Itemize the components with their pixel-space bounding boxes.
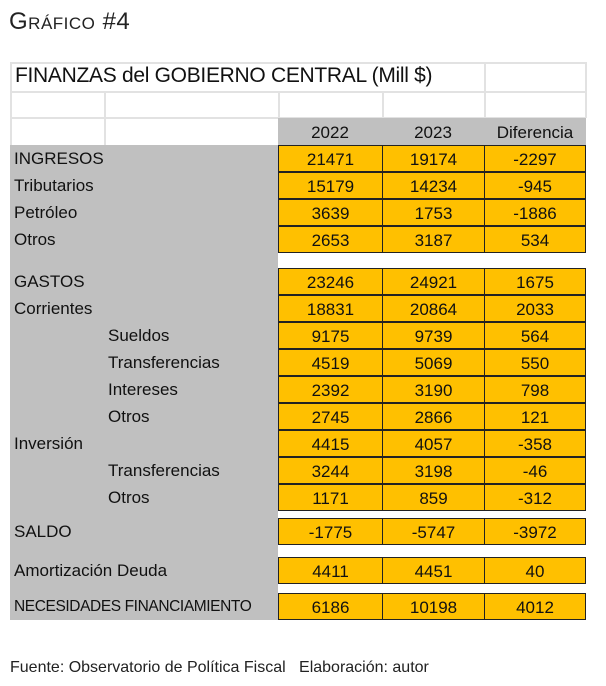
row-label: Sueldos (108, 326, 170, 345)
value-cell: 564 (484, 322, 586, 349)
value-cell: 19174 (382, 145, 485, 172)
figure-heading: GRÁFICO #4 (9, 8, 130, 36)
value-cell: 21471 (278, 145, 383, 172)
value-cell: 3190 (382, 376, 485, 403)
value-cell: 9175 (278, 322, 383, 349)
value-cell: -312 (484, 484, 586, 511)
row-label: Otros (108, 407, 150, 426)
value-cell: 14234 (382, 172, 485, 199)
row-label: Inversión (14, 434, 83, 453)
column-header-diferencia: Diferencia (496, 123, 574, 142)
table-row: Inversión 4415 4057 -358 (10, 430, 586, 457)
value-cell: 5069 (382, 349, 485, 376)
value-cell: 3198 (382, 457, 485, 484)
value-cell: 18831 (278, 295, 383, 322)
value-cell: 3639 (278, 199, 383, 226)
value-cell: 15179 (278, 172, 383, 199)
value-cell: -5747 (382, 518, 485, 545)
value-cell: 859 (382, 484, 485, 511)
value-cell: 4519 (278, 349, 383, 376)
value-cell: 798 (484, 376, 586, 403)
row-label: INGRESOS (14, 149, 104, 168)
row-label: Intereses (108, 380, 178, 399)
row-label: Tributarios (14, 176, 94, 195)
table-row: Transferencias 4519 5069 550 (10, 349, 586, 376)
value-cell: -3972 (484, 518, 586, 545)
value-cell: -1886 (484, 199, 586, 226)
value-cell: 2653 (278, 226, 383, 253)
value-cell: 3187 (382, 226, 485, 253)
value-cell: 2745 (278, 403, 383, 430)
row-label: Transferencias (108, 461, 220, 480)
row-label: Petróleo (14, 203, 78, 222)
row-label: Corrientes (14, 299, 93, 318)
value-cell: -358 (484, 430, 586, 457)
table-row: Otros 1171 859 -312 (10, 484, 586, 511)
value-cell: 1171 (278, 484, 383, 511)
value-cell: 20864 (382, 295, 485, 322)
table-row: Corrientes 18831 20864 2033 (10, 295, 586, 322)
label-column-background (10, 145, 278, 620)
row-label: Amortización Deuda (14, 561, 168, 580)
table-row: Otros 2745 2866 121 (10, 403, 586, 430)
row-label: NECESIDADES FINANCIAMIENTO (14, 598, 252, 615)
source-note: Fuente: Observatorio de Política Fiscal … (10, 659, 429, 676)
table-row: NECESIDADES FINANCIAMIENTO 6186 10198 4012 (10, 593, 586, 620)
header-background (278, 118, 586, 145)
table-row: Petróleo 3639 1753 -1886 (10, 199, 586, 226)
value-cell: 121 (484, 403, 586, 430)
value-cell: 10198 (382, 593, 485, 620)
value-cell: 6186 (278, 593, 383, 620)
value-cell: 2033 (484, 295, 586, 322)
value-cell: 534 (484, 226, 586, 253)
value-cell: 9739 (382, 322, 485, 349)
table-row: Transferencias 3244 3198 -46 (10, 457, 586, 484)
value-cell: 23246 (278, 268, 383, 295)
row-label: Otros (14, 230, 56, 249)
table-row: INGRESOS 21471 19174 -2297 (10, 145, 586, 172)
table-row: Tributarios 15179 14234 -945 (10, 172, 586, 199)
table-title: FINANZAS del GOBIERNO CENTRAL (Mill $) (15, 64, 433, 87)
heading-initial: G (9, 8, 29, 35)
value-cell: 2392 (278, 376, 383, 403)
table-row: Otros 2653 3187 534 (10, 226, 586, 253)
value-cell: 1753 (382, 199, 485, 226)
table-row: GASTOS 23246 24921 1675 (10, 268, 586, 295)
value-cell: 4411 (278, 557, 383, 584)
value-cell: 4012 (484, 593, 586, 620)
table-row: Amortización Deuda 4411 4451 40 (10, 557, 586, 584)
row-label: Transferencias (108, 353, 220, 372)
table-row: Sueldos 9175 9739 564 (10, 322, 586, 349)
value-cell: 4451 (382, 557, 485, 584)
table-row: SALDO -1775 -5747 -3972 (10, 518, 586, 545)
value-cell: -46 (484, 457, 586, 484)
value-cell: 40 (484, 557, 586, 584)
row-label: SALDO (14, 522, 72, 541)
column-header-2023: 2023 (414, 123, 452, 142)
row-label: GASTOS (14, 272, 85, 291)
value-cell: -2297 (484, 145, 586, 172)
value-cell: 3244 (278, 457, 383, 484)
value-cell: -1775 (278, 518, 383, 545)
value-cell: 4415 (278, 430, 383, 457)
value-cell: 4057 (382, 430, 485, 457)
heading-number: #4 (102, 8, 131, 35)
column-header-2022: 2022 (311, 123, 349, 142)
value-cell: 1675 (484, 268, 586, 295)
value-cell: -945 (484, 172, 586, 199)
value-cell: 24921 (382, 268, 485, 295)
value-cell: 550 (484, 349, 586, 376)
value-cell: 2866 (382, 403, 485, 430)
row-label: Otros (108, 488, 150, 507)
heading-rest: RÁFICO (28, 14, 96, 33)
table-row: Intereses 2392 3190 798 (10, 376, 586, 403)
